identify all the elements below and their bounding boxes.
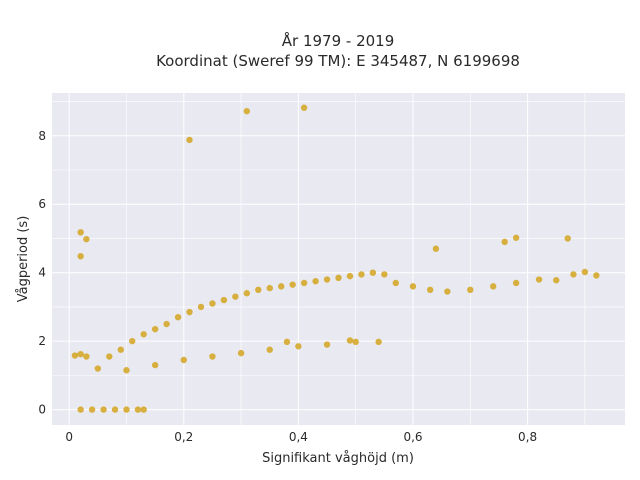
data-point bbox=[346, 337, 354, 344]
data-point bbox=[197, 303, 205, 311]
y-tick-label: 6 bbox=[38, 197, 46, 211]
data-point bbox=[300, 279, 308, 287]
data-point bbox=[71, 352, 79, 359]
data-point bbox=[346, 272, 354, 280]
data-point bbox=[151, 325, 159, 333]
data-point bbox=[140, 406, 147, 413]
data-point bbox=[490, 283, 497, 290]
data-point bbox=[323, 341, 331, 348]
data-point bbox=[564, 235, 571, 242]
y-tick-label: 0 bbox=[38, 403, 46, 417]
y-tick-label: 2 bbox=[38, 334, 46, 348]
data-point bbox=[278, 283, 285, 290]
data-point bbox=[426, 286, 434, 294]
data-point bbox=[381, 271, 388, 278]
data-point bbox=[111, 406, 119, 413]
data-point bbox=[163, 320, 170, 328]
data-point bbox=[323, 276, 331, 283]
data-point bbox=[266, 284, 273, 292]
data-point bbox=[369, 269, 377, 276]
data-point bbox=[392, 279, 399, 287]
data-point bbox=[123, 406, 130, 413]
y-axis-ticks: 0 2 4 6 8 bbox=[38, 129, 46, 417]
data-point bbox=[283, 338, 291, 346]
data-point bbox=[300, 104, 308, 111]
data-point bbox=[237, 349, 245, 357]
data-point bbox=[129, 337, 136, 345]
data-point bbox=[512, 234, 520, 241]
data-points bbox=[71, 104, 600, 413]
chart-title: År 1979 - 2019 bbox=[282, 31, 395, 50]
data-point bbox=[593, 272, 600, 279]
data-point bbox=[570, 271, 577, 278]
data-point bbox=[467, 286, 474, 294]
data-point bbox=[77, 406, 84, 413]
x-tick-label: 0,4 bbox=[289, 430, 308, 444]
data-point bbox=[106, 353, 113, 360]
data-point bbox=[581, 268, 589, 276]
data-point bbox=[220, 296, 228, 304]
data-point bbox=[123, 367, 130, 374]
data-point bbox=[100, 406, 107, 413]
x-tick-label: 0,8 bbox=[518, 430, 537, 444]
x-tick-label: 0,2 bbox=[174, 430, 193, 444]
data-point bbox=[77, 350, 84, 358]
y-tick-label: 8 bbox=[38, 129, 46, 143]
data-point bbox=[295, 343, 302, 350]
data-point bbox=[266, 346, 273, 353]
data-point bbox=[358, 271, 365, 278]
chart-subtitle: Koordinat (Sweref 99 TM): E 345487, N 61… bbox=[156, 52, 520, 70]
gridlines bbox=[52, 93, 625, 425]
data-point bbox=[335, 274, 342, 282]
x-axis-ticks: 0 0,2 0,4 0,6 0,8 bbox=[65, 430, 537, 444]
x-tick-label: 0 bbox=[65, 430, 73, 444]
data-point bbox=[432, 245, 440, 252]
x-axis-title: Signifikant våghöjd (m) bbox=[262, 451, 414, 466]
x-tick-label: 0,6 bbox=[403, 430, 422, 444]
data-point bbox=[243, 107, 251, 115]
data-point bbox=[209, 300, 216, 307]
data-point bbox=[501, 238, 508, 246]
data-point bbox=[312, 278, 319, 285]
data-point bbox=[209, 353, 216, 360]
data-point bbox=[151, 361, 159, 369]
data-point bbox=[352, 338, 359, 346]
data-point bbox=[186, 308, 193, 316]
data-point bbox=[553, 277, 560, 284]
data-point bbox=[134, 406, 142, 413]
data-point bbox=[83, 353, 90, 360]
data-point bbox=[289, 281, 296, 288]
y-tick-label: 4 bbox=[38, 266, 46, 280]
data-point bbox=[140, 331, 147, 338]
data-point bbox=[77, 229, 84, 236]
plot-area bbox=[52, 93, 625, 425]
data-point bbox=[232, 293, 239, 300]
data-point bbox=[180, 356, 187, 364]
data-point bbox=[117, 346, 124, 353]
data-point bbox=[535, 276, 543, 283]
data-point bbox=[174, 313, 182, 321]
data-point bbox=[255, 286, 262, 294]
data-point bbox=[186, 136, 193, 144]
data-point bbox=[409, 283, 417, 290]
data-point bbox=[94, 365, 102, 372]
data-point bbox=[375, 338, 382, 346]
data-point bbox=[243, 290, 251, 297]
y-axis-title: Vågperiod (s) bbox=[16, 216, 31, 303]
data-point bbox=[88, 406, 96, 413]
data-point bbox=[512, 279, 520, 287]
data-point bbox=[83, 235, 90, 243]
data-point bbox=[444, 288, 451, 295]
data-point bbox=[77, 253, 84, 260]
